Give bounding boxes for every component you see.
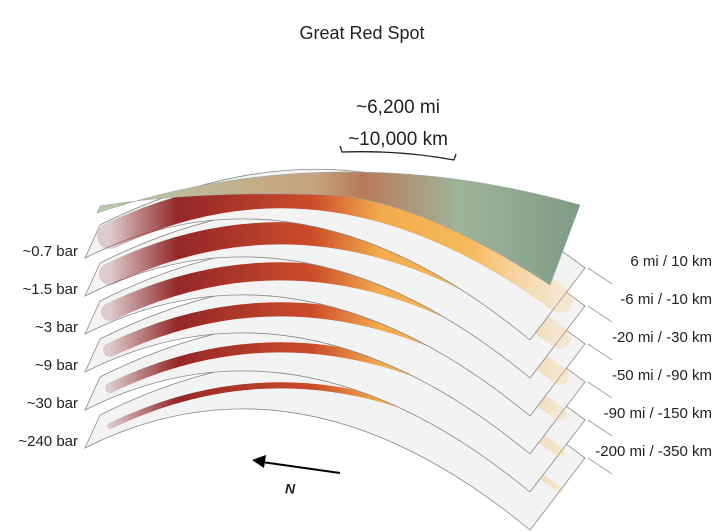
scale-miles: ~6,200 mi [356, 97, 440, 118]
north-arrow [261, 461, 341, 474]
scale-kilometers: ~10,000 km [348, 129, 448, 150]
cloud-top-surface [96, 171, 581, 286]
compass-label: N [285, 481, 296, 497]
title: Great Red Spot [299, 23, 424, 43]
pressure-label: ~30 bar [27, 395, 78, 412]
pressure-label: ~0.7 bar [23, 243, 78, 260]
labels: ~0.7 bar 6 mi / 10 km ~1.5 bar -6 mi / -10 … [18, 243, 712, 475]
north-arrow-head [252, 455, 266, 468]
pressure-label: ~240 bar [18, 433, 78, 450]
depth-label: -50 mi / -90 km [612, 367, 712, 384]
depth-leader [587, 381, 613, 399]
depth-label: -90 mi / -150 km [604, 405, 712, 422]
pressure-label: ~9 bar [35, 357, 78, 374]
depth-leader [587, 343, 613, 361]
layer-band [97, 182, 573, 313]
depth-leader [587, 305, 613, 323]
depth-leader [587, 457, 613, 475]
depth-label: 6 mi / 10 km [630, 253, 712, 270]
scale-bracket [339, 145, 457, 161]
depth-leader [587, 419, 613, 437]
depth-label: -20 mi / -30 km [612, 329, 712, 346]
pressure-label: ~1.5 bar [23, 281, 78, 298]
depth-leader [587, 267, 613, 285]
pressure-label: ~3 bar [35, 319, 78, 336]
depth-label: -200 mi / -350 km [595, 443, 712, 460]
depth-label: -6 mi / -10 km [620, 291, 712, 308]
